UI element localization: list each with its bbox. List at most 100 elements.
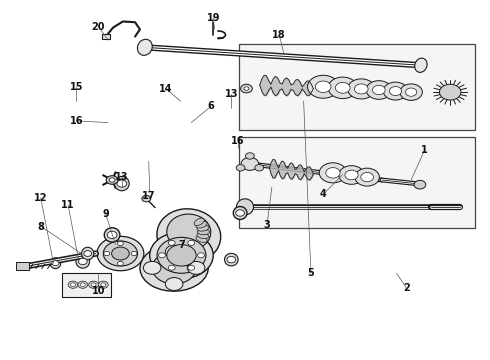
Text: 2: 2 (403, 283, 410, 293)
Circle shape (319, 163, 346, 183)
Ellipse shape (224, 253, 238, 266)
Bar (62, 273, 111, 297)
Ellipse shape (81, 247, 94, 260)
Circle shape (142, 195, 151, 202)
Circle shape (414, 180, 426, 189)
Circle shape (355, 168, 379, 186)
Circle shape (165, 245, 183, 258)
Ellipse shape (167, 214, 211, 250)
Text: 8: 8 (38, 222, 45, 231)
Circle shape (84, 251, 92, 256)
Circle shape (118, 241, 123, 246)
Circle shape (326, 168, 340, 178)
Circle shape (52, 261, 59, 266)
Ellipse shape (104, 228, 120, 242)
Circle shape (188, 265, 195, 270)
Circle shape (255, 165, 264, 171)
Text: 4: 4 (320, 189, 326, 199)
Circle shape (236, 165, 245, 171)
Circle shape (165, 278, 183, 291)
Text: 18: 18 (272, 30, 286, 40)
Circle shape (227, 256, 236, 263)
Circle shape (308, 75, 339, 98)
Circle shape (103, 241, 138, 266)
Text: 12: 12 (34, 193, 48, 203)
Ellipse shape (137, 39, 152, 55)
Ellipse shape (140, 244, 208, 291)
Circle shape (109, 178, 115, 182)
Circle shape (157, 237, 206, 273)
Circle shape (68, 281, 78, 288)
Ellipse shape (115, 176, 129, 191)
Circle shape (366, 81, 392, 99)
Text: 13: 13 (115, 172, 128, 183)
Circle shape (104, 251, 110, 256)
Circle shape (131, 251, 137, 256)
Text: 14: 14 (159, 84, 172, 94)
Circle shape (167, 244, 196, 266)
Circle shape (406, 88, 417, 96)
Ellipse shape (50, 258, 61, 269)
Circle shape (390, 87, 402, 95)
Circle shape (328, 77, 357, 99)
Circle shape (316, 81, 331, 93)
Circle shape (383, 82, 408, 100)
Text: 19: 19 (206, 13, 220, 23)
Ellipse shape (197, 229, 210, 235)
Circle shape (89, 281, 98, 288)
Bar (102, 34, 110, 40)
Circle shape (241, 84, 252, 93)
Text: 1: 1 (421, 144, 428, 154)
Ellipse shape (233, 207, 247, 220)
Circle shape (150, 232, 213, 279)
Circle shape (106, 176, 118, 184)
Circle shape (101, 283, 106, 287)
Ellipse shape (197, 233, 209, 239)
Circle shape (187, 261, 205, 274)
Circle shape (78, 281, 88, 288)
Text: 6: 6 (207, 102, 214, 112)
Polygon shape (239, 44, 475, 130)
Text: 16: 16 (70, 116, 83, 126)
Circle shape (197, 253, 204, 258)
Circle shape (118, 261, 123, 266)
Text: 11: 11 (61, 200, 75, 210)
Text: 15: 15 (70, 82, 83, 92)
Text: 7: 7 (178, 239, 185, 249)
Bar (16, 262, 28, 270)
Circle shape (241, 157, 259, 170)
Text: 9: 9 (102, 209, 109, 219)
Circle shape (168, 265, 175, 270)
Circle shape (159, 253, 165, 258)
Circle shape (244, 87, 249, 90)
Ellipse shape (178, 255, 194, 269)
Circle shape (181, 258, 192, 266)
Text: 5: 5 (308, 268, 315, 278)
Circle shape (361, 172, 373, 182)
Circle shape (345, 170, 358, 180)
Circle shape (117, 180, 127, 187)
Text: 17: 17 (142, 191, 155, 201)
Ellipse shape (157, 209, 220, 262)
Circle shape (168, 240, 175, 246)
Circle shape (112, 247, 129, 260)
Text: 3: 3 (264, 220, 270, 230)
Ellipse shape (196, 236, 207, 242)
Circle shape (98, 281, 108, 288)
Circle shape (354, 84, 368, 94)
Circle shape (78, 258, 87, 265)
Text: 10: 10 (92, 286, 105, 296)
Circle shape (80, 283, 85, 287)
Circle shape (71, 283, 75, 287)
Circle shape (245, 153, 254, 159)
Circle shape (107, 231, 117, 238)
Text: 20: 20 (92, 22, 105, 32)
Ellipse shape (415, 58, 427, 72)
Circle shape (372, 85, 385, 95)
Ellipse shape (197, 225, 209, 231)
Circle shape (347, 79, 375, 99)
Ellipse shape (194, 218, 204, 226)
Circle shape (400, 84, 422, 100)
Polygon shape (239, 137, 475, 228)
Ellipse shape (237, 199, 253, 215)
